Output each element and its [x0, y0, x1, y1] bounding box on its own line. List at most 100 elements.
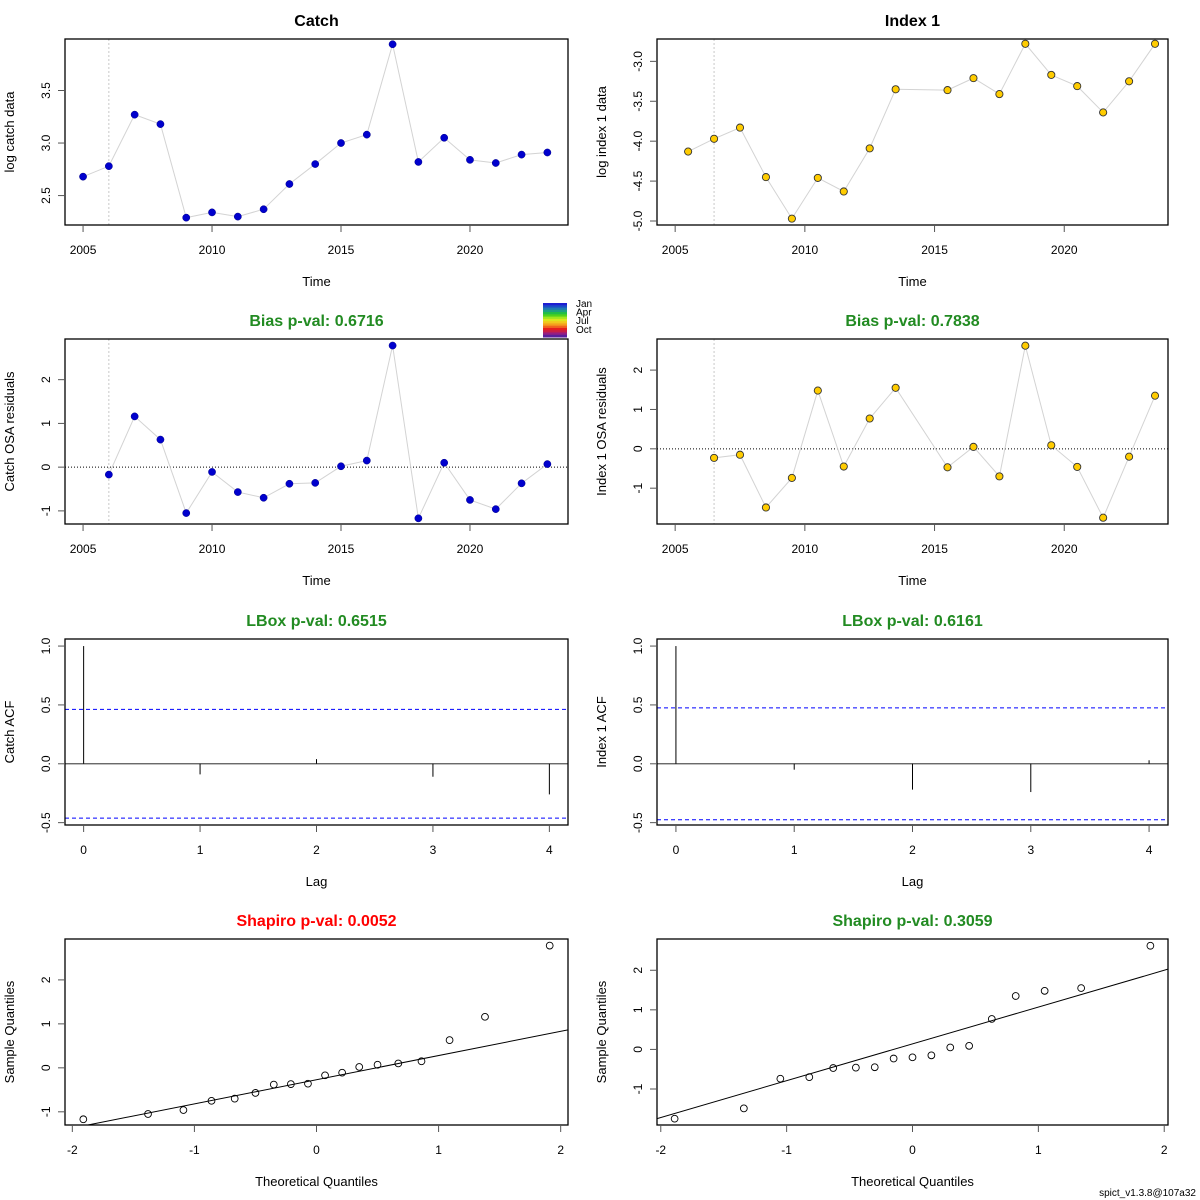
x-tick-label: 2: [557, 1143, 564, 1157]
data-point: [491, 159, 500, 167]
x-axis-label: Theoretical Quantiles: [851, 1174, 974, 1189]
x-tick-label: 1: [1035, 1143, 1042, 1157]
chart-title: LBox p-val: 0.6161: [842, 613, 983, 630]
panel-catch: Catch 2005 2010 2015 2020 2.5 3.0 3.5 Time log ca…: [2, 13, 569, 289]
chart-title: Shapiro p-val: 0.3059: [832, 913, 992, 930]
data-point: [79, 1115, 88, 1124]
data-point: [670, 1114, 679, 1123]
data-point: [965, 1042, 973, 1050]
season-legend-label: Apr: [576, 308, 592, 319]
season-color-swatch: [543, 330, 567, 333]
season-color-swatch: [543, 307, 567, 311]
data-point: [440, 133, 449, 142]
y-tick-label: -3.5: [631, 91, 645, 112]
data-point: [130, 110, 139, 119]
data-point: [179, 1106, 188, 1114]
data-point: [1125, 452, 1134, 461]
data-point: [414, 514, 423, 523]
season-color-swatch: [543, 316, 567, 320]
x-tick-label: 2: [313, 843, 320, 857]
x-tick-label: 2020: [457, 542, 484, 556]
season-color-swatch: [543, 332, 567, 336]
data-point: [440, 458, 449, 467]
y-axis-label: log catch data: [2, 91, 17, 173]
x-tick-label: -2: [655, 1143, 666, 1157]
x-tick-label: 2010: [199, 542, 226, 556]
data-point: [156, 435, 165, 444]
panel-catch-osa: Bias p-val: 0.6716 2005 2010 2015 2020 -1 0 1 2 T…: [2, 313, 569, 588]
x-tick-label: 0: [909, 1143, 916, 1157]
y-tick-label: 0.5: [39, 696, 53, 713]
plot-area: [657, 646, 1168, 821]
data-point: [105, 470, 113, 479]
data-point: [362, 456, 371, 465]
x-tick-label: 0: [673, 843, 680, 857]
y-tick-label: 1.0: [631, 637, 645, 654]
y-tick-label: 3.0: [39, 134, 53, 151]
plot-area: [65, 646, 568, 819]
x-tick-label: 2: [909, 843, 916, 857]
x-axis-label: Time: [898, 573, 926, 588]
data-point: [362, 130, 371, 139]
data-point: [1099, 513, 1108, 522]
panel-catch-qq: Shapiro p-val: 0.0052 -2 -1 0 1 2 -1 0 1 2 Theoret…: [2, 913, 569, 1189]
x-tick-label: 2015: [328, 542, 355, 556]
data-point: [517, 150, 526, 159]
plot-area: [79, 39, 552, 225]
data-point: [1099, 108, 1108, 117]
data-point: [891, 383, 900, 392]
data-point: [805, 1073, 814, 1081]
x-tick-label: -1: [189, 1143, 200, 1157]
data-point: [813, 386, 822, 395]
y-axis-label: Index 1 ACF: [594, 696, 609, 768]
plot-area: [657, 941, 1168, 1123]
data-point: [287, 1080, 295, 1088]
chart-title: Bias p-val: 0.7838: [845, 313, 979, 330]
x-axis-label: Time: [302, 573, 330, 588]
data-point: [414, 158, 423, 166]
data-point: [105, 162, 113, 171]
plot-frame: [656, 338, 1169, 525]
data-point: [182, 509, 191, 517]
data-point: [735, 123, 745, 132]
data-point: [1146, 941, 1155, 950]
data-point: [829, 1064, 838, 1072]
data-point: [839, 462, 848, 471]
data-point: [839, 187, 848, 196]
data-point: [710, 134, 719, 143]
y-tick-label: 1: [631, 1006, 645, 1013]
x-tick-label: 1: [197, 843, 204, 857]
y-tick-label: -1: [631, 1083, 645, 1094]
x-axis-label: Lag: [902, 874, 924, 889]
x-tick-label: -2: [67, 1143, 78, 1157]
plot-frame: [64, 938, 569, 1126]
data-point: [813, 173, 822, 182]
x-tick-label: 2020: [1051, 243, 1078, 257]
data-point: [761, 503, 770, 512]
data-point: [1150, 391, 1160, 400]
x-tick-label: 2010: [792, 243, 819, 257]
x-tick-label: 4: [1146, 843, 1153, 857]
data-point: [144, 1110, 152, 1118]
data-point: [182, 213, 191, 222]
data-point: [207, 1096, 216, 1105]
plot-frame: [64, 638, 569, 826]
x-tick-label: 2005: [662, 542, 689, 556]
y-axis-label: Sample Quantiles: [2, 980, 17, 1083]
y-tick-label: 0: [631, 445, 645, 452]
data-point: [233, 212, 242, 221]
x-tick-label: 2020: [1051, 542, 1078, 556]
season-legend-label: Oct: [576, 325, 592, 336]
season-color-swatch: [543, 321, 567, 324]
data-point: [908, 1053, 917, 1062]
x-tick-label: 3: [430, 843, 437, 857]
y-tick-label: -0.5: [631, 812, 645, 833]
season-color-swatch: [543, 305, 567, 309]
x-tick-label: 0: [80, 843, 87, 857]
data-point: [269, 1080, 278, 1089]
data-point: [943, 86, 952, 95]
x-tick-label: 0: [313, 1143, 320, 1157]
data-point: [1021, 341, 1030, 350]
data-point: [946, 1043, 955, 1052]
data-point: [865, 144, 874, 153]
